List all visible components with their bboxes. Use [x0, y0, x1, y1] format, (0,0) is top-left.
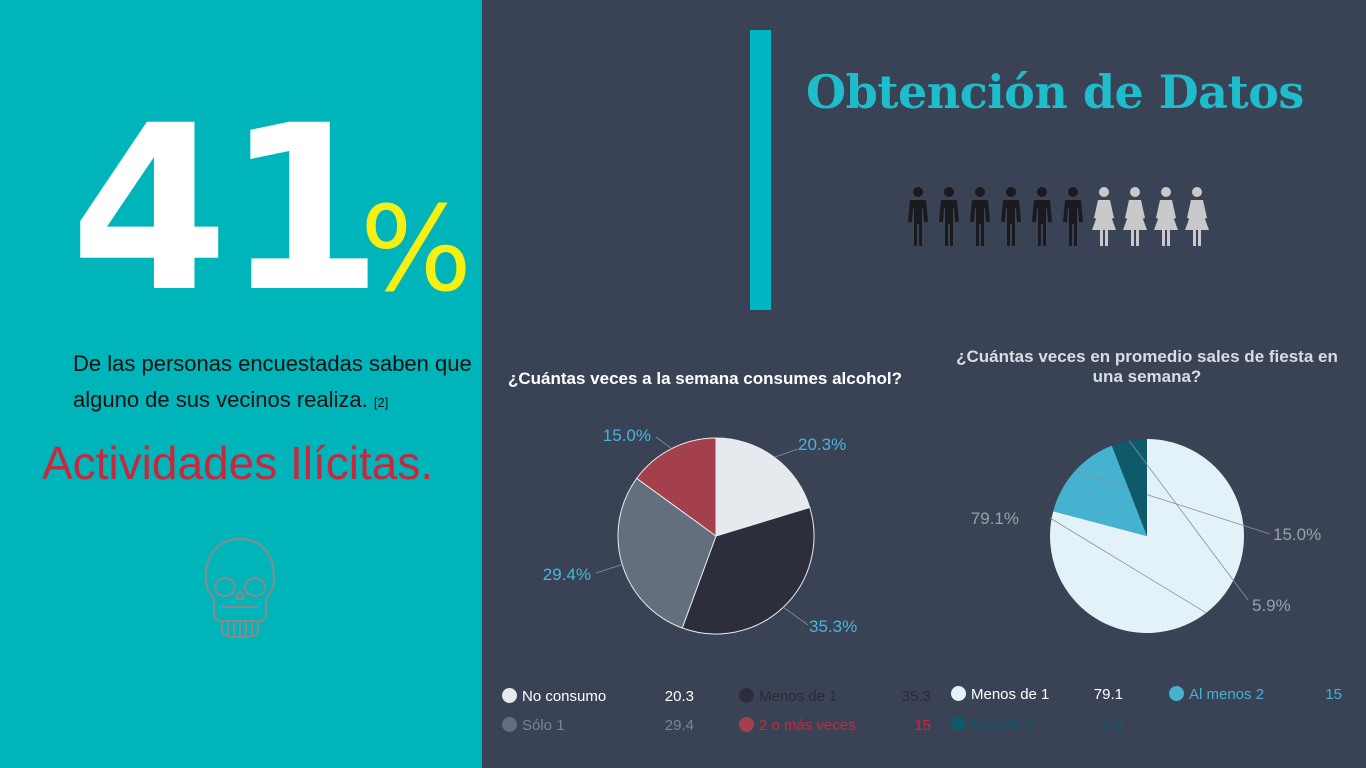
woman-icon	[1185, 187, 1209, 246]
legend-value: 79.1	[1093, 686, 1123, 703]
chart2-data-label: 79.1%	[971, 509, 1019, 528]
stat-percent-sign: %	[360, 180, 473, 318]
people-icon-row	[908, 187, 1209, 246]
chart1-title: ¿Cuántas veces a la semana consumes alco…	[508, 369, 902, 388]
chart2-data-label: 5.9%	[1252, 596, 1291, 615]
woman-icon	[1092, 187, 1116, 246]
legend-label: Más de 3	[971, 716, 1033, 733]
legend-label: Menos de 1	[971, 686, 1050, 703]
chart2-leader-line	[1074, 471, 1271, 535]
chart2-slice-m-s-de-3[interactable]	[1111, 439, 1147, 536]
chart1-data-label: 20.3%	[798, 435, 846, 454]
legend-swatch	[739, 717, 754, 732]
legend-value: 20.3	[664, 688, 694, 705]
legend-swatch	[502, 717, 517, 732]
stat-description-text: De las personas encuestadas saben que al…	[73, 351, 472, 412]
chart2-legend-item[interactable]: Menos de 1 79.1	[951, 686, 1123, 706]
man-icon	[1063, 187, 1083, 246]
legend-label: Al menos 2	[1189, 686, 1265, 703]
page-title: Obtención de Datos	[806, 65, 1304, 119]
chart1-data-label: 29.4%	[543, 565, 591, 584]
right-panel	[482, 0, 1366, 768]
chart1-legend-item[interactable]: 2 o más veces 15	[739, 717, 931, 737]
legend-value: 15	[1325, 686, 1342, 703]
legend-swatch	[1169, 686, 1184, 701]
man-icon	[1032, 187, 1052, 246]
chart1-legend-item[interactable]: No consumo 20.3	[502, 688, 694, 708]
man-icon	[939, 187, 959, 246]
chart1-pie: 20.3% 35.3% 29.4% 15.0%	[543, 426, 857, 636]
woman-icon	[1123, 187, 1147, 246]
chart2-pie: 79.1% 15.0% 5.9%	[971, 439, 1321, 633]
chart2-data-label: 15.0%	[1273, 525, 1321, 544]
chart1-data-label: 35.3%	[809, 617, 857, 636]
legend-label: Sólo 1	[522, 717, 565, 734]
chart2-legend-item[interactable]: Más de 3 5.9	[951, 716, 1123, 736]
stat-description: De las personas encuestadas saben que al…	[73, 346, 473, 421]
left-panel: 41 % De las personas encuestadas saben q…	[0, 0, 482, 768]
chart1-legend-item[interactable]: Menos de 1 35.3	[739, 688, 931, 708]
chart1-leader-line	[783, 606, 809, 626]
legend-swatch	[739, 688, 754, 703]
legend-value: 35.3	[901, 688, 931, 705]
legend-value: 5.9	[1102, 716, 1123, 733]
stat-highlight: Actividades Ilícitas.	[42, 437, 434, 489]
man-icon	[908, 187, 928, 246]
accent-bar	[750, 30, 771, 310]
chart1-leader-line	[774, 448, 799, 458]
skull-icon	[204, 537, 276, 639]
chart2-legend-item[interactable]: Al menos 2 15	[1169, 686, 1342, 706]
chart2-title: ¿Cuántas veces en promedio sales de fies…	[956, 347, 1338, 386]
woman-icon	[1154, 187, 1178, 246]
chart1-leader-line	[595, 564, 623, 574]
chart1-legend-item[interactable]: Sólo 1 29.4	[502, 717, 694, 737]
legend-value: 15	[914, 717, 931, 734]
chart1-leader-line	[655, 436, 672, 450]
chart1-data-label: 15.0%	[603, 426, 651, 445]
legend-label: No consumo	[522, 688, 607, 705]
chart2-slice-al-menos-2[interactable]	[1053, 445, 1147, 536]
chart2-leader-line	[1049, 517, 1207, 614]
chart2-leader-line	[1128, 440, 1249, 601]
stat-number: 41	[70, 76, 383, 342]
legend-swatch	[951, 686, 966, 701]
legend-label: Menos de 1	[759, 688, 838, 705]
legend-swatch	[502, 688, 517, 703]
legend-value: 29.4	[664, 717, 694, 734]
man-icon	[1001, 187, 1021, 246]
man-icon	[970, 187, 990, 246]
legend-swatch	[951, 716, 966, 731]
legend-label: 2 o más veces	[759, 717, 856, 734]
reference-link[interactable]: [2]	[373, 395, 389, 410]
